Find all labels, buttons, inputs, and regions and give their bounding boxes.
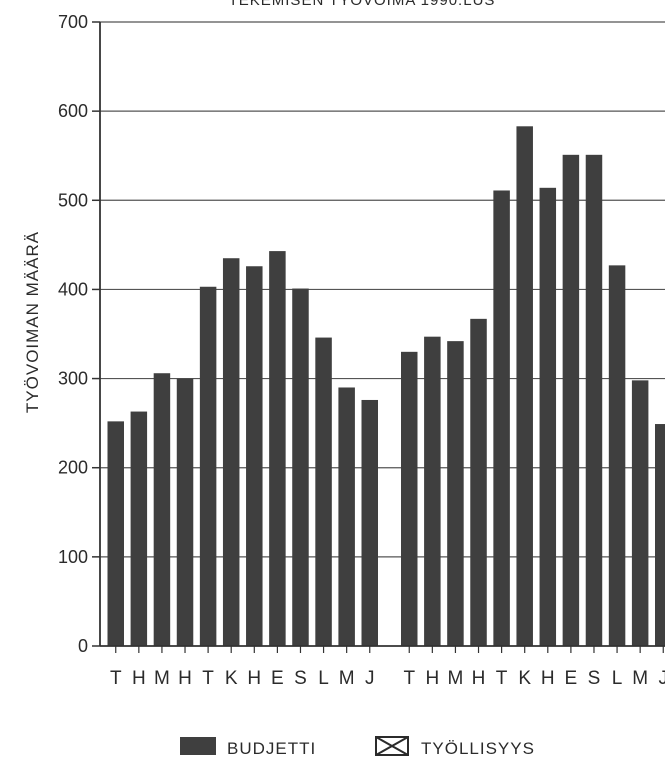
x-tick-label: S bbox=[588, 668, 601, 689]
x-tick-label: L bbox=[612, 668, 623, 689]
y-tick-label: 500 bbox=[58, 190, 88, 210]
x-tick-label: T bbox=[202, 668, 214, 689]
bar bbox=[562, 154, 580, 646]
bar bbox=[585, 154, 603, 646]
bar bbox=[424, 336, 441, 646]
x-tick-label: L bbox=[318, 668, 329, 689]
y-tick-label: 600 bbox=[58, 101, 88, 121]
y-tick-labels: 0 100 200 300 400 500 600 700 bbox=[58, 12, 88, 656]
legend-swatch-tyollisyys bbox=[375, 736, 409, 756]
x-tick-label: J bbox=[659, 668, 665, 689]
x-tick-label: E bbox=[271, 668, 284, 689]
x-tick-label: H bbox=[472, 668, 486, 689]
y-tick-label: 300 bbox=[58, 369, 88, 389]
bar bbox=[292, 288, 309, 646]
bar bbox=[176, 378, 194, 646]
bar bbox=[315, 337, 332, 646]
x-tick-label: H bbox=[132, 668, 146, 689]
x-tick-label: M bbox=[448, 668, 464, 689]
bar bbox=[338, 387, 355, 646]
x-tick-label: M bbox=[339, 668, 355, 689]
legend-swatch-budjetti bbox=[180, 737, 216, 755]
legend: BUDJETTI TYÖLLISYYS bbox=[180, 736, 535, 757]
bar bbox=[516, 126, 533, 647]
x-tick-label: M bbox=[154, 668, 170, 689]
x-tick-label: H bbox=[425, 668, 439, 689]
y-tick-label: 200 bbox=[58, 458, 88, 478]
x-tick-label: T bbox=[403, 668, 415, 689]
bar bbox=[631, 380, 649, 646]
axes bbox=[99, 22, 665, 653]
bar bbox=[153, 373, 171, 646]
y-tick-label: 0 bbox=[78, 636, 88, 656]
legend-label-budjetti: BUDJETTI bbox=[227, 739, 316, 757]
bar bbox=[107, 421, 124, 646]
x-tick-label: J bbox=[365, 668, 375, 689]
x-tick-label: T bbox=[110, 668, 122, 689]
x-tick-label: E bbox=[565, 668, 578, 689]
bar bbox=[130, 411, 148, 646]
bar bbox=[199, 286, 217, 646]
bar bbox=[608, 265, 626, 646]
y-axis-label: TYÖVOIMAN MÄÄRÄ bbox=[23, 231, 42, 413]
bar bbox=[361, 399, 378, 646]
bar bbox=[655, 424, 665, 646]
bar bbox=[222, 258, 240, 646]
x-tick-label: K bbox=[225, 668, 238, 689]
bar bbox=[470, 318, 487, 646]
legend-label-tyollisyys: TYÖLLISYYS bbox=[421, 739, 535, 757]
bar bbox=[447, 341, 464, 646]
y-tick-label: 400 bbox=[58, 279, 88, 299]
bars bbox=[107, 126, 665, 647]
y-tick-label: 100 bbox=[58, 547, 88, 567]
x-tick-label: T bbox=[496, 668, 508, 689]
bar bbox=[539, 187, 557, 646]
bar bbox=[493, 190, 510, 647]
x-tick-label: H bbox=[541, 668, 555, 689]
x-tick-label: M bbox=[632, 668, 648, 689]
x-tick-label: K bbox=[518, 668, 531, 689]
x-tick-label: H bbox=[247, 668, 261, 689]
bar bbox=[269, 251, 286, 646]
chart-title: TEKEMISEN TYÖVOIMA 1990:LUS bbox=[229, 0, 496, 9]
bar bbox=[401, 351, 418, 646]
bar bbox=[246, 266, 263, 646]
y-tick-label: 700 bbox=[58, 12, 88, 32]
x-tick-label: S bbox=[294, 668, 307, 689]
x-tick-label: H bbox=[178, 668, 192, 689]
